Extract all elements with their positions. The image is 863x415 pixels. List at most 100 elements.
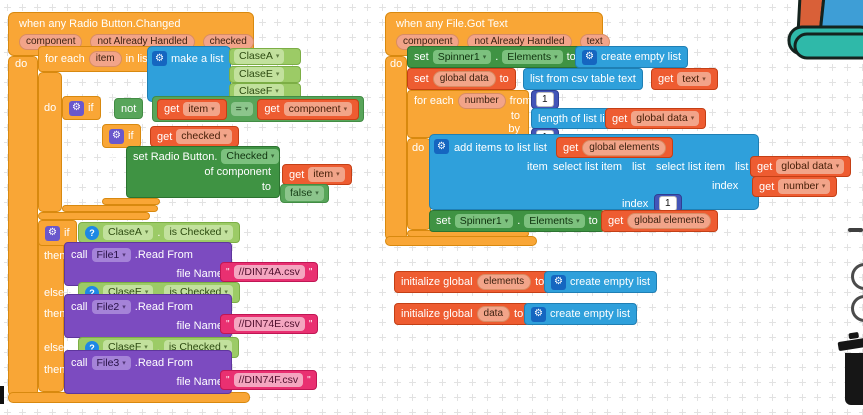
dropdown-clasea[interactable]: ClaseA ▾ [234,49,285,64]
var-chip-global-data[interactable]: global data [432,71,496,87]
dropdown-var-item[interactable]: item ▾ [183,101,220,117]
mutator-gear-icon[interactable]: ⚙ [582,49,597,65]
dropdown-clasea[interactable]: ClaseA ▾ [103,225,154,240]
block-call-file3-readfrom[interactable]: call File3 ▾ .Read From file Name [64,350,232,394]
event-file-spine[interactable] [385,56,407,240]
foreach-spine[interactable] [38,72,62,212]
block-if-inner[interactable]: ⚙ if [62,96,101,120]
block-equals[interactable]: get item ▾ = ▾ get component ▾ [152,96,365,122]
block-number-1[interactable]: 1 [531,90,559,109]
dropdown-var-component[interactable]: component ▾ [283,101,353,117]
block-get-global-elements[interactable]: get global elements [556,137,674,158]
number-field[interactable]: 1 [659,195,677,211]
dropdown-var-global-data[interactable]: global data ▾ [776,159,845,174]
block-create-empty-list[interactable]: ⚙ create empty list [544,271,658,293]
var-chip-number[interactable]: number [457,93,506,109]
block-not[interactable]: not [114,98,144,119]
block-create-empty-list[interactable]: ⚙ create empty list [575,46,689,68]
block-if-checked[interactable]: ⚙ if [102,124,141,148]
block-get-number[interactable]: get number ▾ [752,176,838,197]
block-get-global-elements[interactable]: get global elements [601,210,719,232]
mutator-gear-icon[interactable]: ⚙ [45,225,60,241]
mutator-gear-icon[interactable]: ⚙ [109,128,124,144]
block-get-component[interactable]: get component ▾ [257,98,360,120]
dropdown-file3[interactable]: File3 ▾ [91,355,131,371]
var-name-field-elements[interactable]: elements [476,274,532,290]
dropdown-file1[interactable]: File1 ▾ [91,247,131,263]
set-radio-label: set Radio Button. [133,150,218,163]
mutator-gear-icon[interactable]: ⚙ [551,274,566,290]
var-chip-global-elements[interactable]: global elements [627,213,712,229]
dropdown-var-global-data[interactable]: global data ▾ [631,111,700,126]
dropdown-var-item[interactable]: item ▾ [308,167,345,182]
dropdown-var-checked[interactable]: checked ▾ [176,129,232,144]
block-call-file2-readfrom[interactable]: call File2 ▾ .Read From file Name [64,294,232,338]
text-field-din74e[interactable]: //DIN74E.csv [233,316,305,332]
event-radiobutton-spine[interactable] [8,56,38,396]
text-field-din74a[interactable]: //DIN74A.csv [233,264,305,280]
var-chip-item[interactable]: item [88,51,122,67]
block-text-din74e[interactable]: " //DIN74E.csv " [220,314,319,334]
dropdown-var-number[interactable]: number ▾ [778,179,831,194]
dropdown-file2[interactable]: File2 ▾ [91,299,131,315]
block-set-spinner-elements[interactable]: set Spinner1 ▾ . Elements ▾ to [429,210,605,232]
trash-can-icon[interactable] [828,332,863,415]
backpack-icon[interactable] [786,0,863,62]
text-field-din74f[interactable]: //DIN74F.csv [233,372,304,388]
dropdown-spinner1[interactable]: Spinner1 ▾ [454,213,514,229]
block-call-file1-readfrom[interactable]: call File1 ▾ .Read From file Name [64,242,232,286]
dropdown-ischecked[interactable]: is Checked ▾ [164,225,233,240]
event-file-bottom[interactable] [385,236,537,246]
dropdown-false[interactable]: false ▾ [285,186,324,201]
block-false[interactable]: false ▾ [280,184,329,203]
var-name-field-data[interactable]: data [476,306,511,322]
dropdown-arrow-icon: ▾ [270,153,275,161]
block-clasea-ischecked[interactable]: ? ClaseA ▾ . is Checked ▾ [78,222,240,243]
mutator-gear-icon[interactable]: ⚙ [531,306,546,322]
block-get-global-data[interactable]: get global data ▾ [750,156,852,177]
dropdown-clasee[interactable]: ClaseE ▾ [234,67,285,82]
block-set-global-data[interactable]: set global data to [407,68,516,90]
block-get-item[interactable]: get item ▾ [157,98,227,120]
block-make-a-list[interactable]: ⚙ make a list [147,46,231,102]
mutator-gear-icon[interactable]: ⚙ [152,51,167,66]
block-get-text[interactable]: get text ▾ [651,68,718,90]
mutator-gear-icon[interactable]: ⚙ [434,139,449,154]
if-bottom-ledge[interactable] [62,205,158,212]
foreach-bottom-ledge[interactable] [38,212,150,220]
block-foreach-number[interactable]: for each number from to by [407,90,532,138]
block-init-global-elements[interactable]: initialize global elements to [394,271,552,293]
block-component-clasef[interactable]: ClaseF ▾ [229,83,301,100]
block-text-din74a[interactable]: " //DIN74A.csv " [220,262,319,282]
block-component-clasee[interactable]: ClaseE ▾ [229,66,301,83]
block-set-radiobutton-checked[interactable]: set Radio Button. Checked ▾ of component … [126,146,280,198]
block-number-1[interactable]: 1 [654,194,682,212]
block-get-global-data[interactable]: get global data ▾ [605,108,707,129]
if-bottom-ledge[interactable] [102,198,160,205]
block-set-spinner-elements[interactable]: set Spinner1 ▾ . Elements ▾ to [407,46,583,68]
dropdown-checked-property[interactable]: Checked ▾ [221,149,280,164]
dropdown-arrow-icon: ▾ [482,53,487,61]
center-blocks-button[interactable] [848,228,863,232]
block-create-empty-list[interactable]: ⚙ create empty list [524,303,638,325]
dropdown-elements-property[interactable]: Elements ▾ [502,49,563,65]
dropdown-elements-property[interactable]: Elements ▾ [524,213,585,229]
block-init-global-data[interactable]: initialize global data to [394,303,531,325]
dropdown-spinner1[interactable]: Spinner1 ▾ [432,49,492,65]
block-length-of-list[interactable]: length of list list [531,108,621,129]
block-text-din74f[interactable]: " //DIN74F.csv " [220,370,317,390]
number-field[interactable]: 1 [536,92,554,107]
var-chip-global-elements[interactable]: global elements [582,139,667,156]
block-if-else[interactable]: ⚙ if [38,220,77,246]
block-component-clasea[interactable]: ClaseA ▾ [229,48,301,65]
block-foreach-item[interactable]: for each item in list [38,46,158,72]
ifelse-spine[interactable] [38,222,64,392]
mutator-gear-icon[interactable]: ⚙ [69,100,84,116]
block-get-item[interactable]: get item ▾ [282,164,352,185]
block-get-checked[interactable]: get checked ▾ [150,126,239,147]
dropdown-var-text[interactable]: text ▾ [677,71,711,87]
dropdown-clasef[interactable]: ClaseF ▾ [234,84,284,99]
dropdown-equals-op[interactable]: = ▾ [230,101,254,117]
block-list-from-csv-table[interactable]: list from csv table text [523,68,643,90]
